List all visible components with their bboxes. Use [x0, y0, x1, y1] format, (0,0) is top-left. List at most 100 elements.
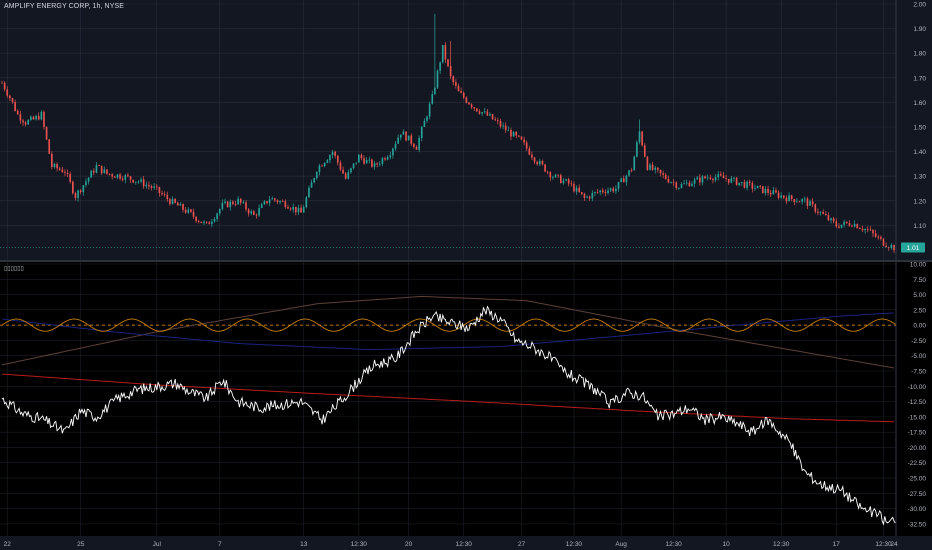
- candle-body: [646, 156, 649, 170]
- candle-body: [845, 221, 848, 224]
- time-axis-label: 12:30: [773, 541, 790, 548]
- candle-body: [137, 181, 140, 183]
- indicator-axis-tick-label: -7.50: [911, 369, 926, 376]
- candle-body: [638, 131, 641, 143]
- candle-body: [386, 157, 389, 160]
- candle-body: [462, 92, 465, 98]
- candle-body: [586, 196, 588, 198]
- candle-body: [735, 177, 738, 186]
- candle-body: [169, 199, 171, 205]
- candle-body: [510, 129, 512, 137]
- candle-body: [874, 233, 877, 237]
- candle-body: [659, 169, 662, 174]
- candle-body: [848, 223, 851, 226]
- symbol-title: AMPLIFY ENERGY CORP, 1h, NYSE: [4, 3, 124, 10]
- candle-body: [730, 178, 733, 183]
- candle-body: [392, 148, 394, 156]
- candle-body: [762, 186, 764, 194]
- candle-body: [775, 190, 777, 193]
- candle-body: [864, 228, 866, 231]
- candle-body: [664, 174, 667, 179]
- candle-body: [232, 201, 234, 205]
- candle-body: [229, 201, 232, 208]
- time-axis-label: 20: [405, 541, 413, 548]
- last-price-label: 1.01: [907, 245, 920, 252]
- candle-body: [129, 176, 132, 180]
- candle-body: [633, 156, 636, 171]
- price-axis-tick-label: 2.00: [913, 2, 926, 9]
- candle-body: [531, 154, 533, 158]
- candle-body: [119, 174, 121, 179]
- candle-body: [405, 131, 407, 141]
- candle-body: [767, 188, 769, 193]
- candle-body: [536, 161, 539, 165]
- candle-body: [321, 165, 323, 167]
- candle-body: [751, 183, 754, 189]
- candle-body: [851, 225, 853, 227]
- candle-body: [594, 192, 596, 194]
- candle-body: [843, 221, 845, 225]
- candle-body: [239, 198, 242, 203]
- time-axis-label: 22: [4, 541, 12, 548]
- candle-body: [208, 222, 211, 225]
- time-axis-label: Jul: [153, 541, 162, 548]
- candle-body: [310, 182, 313, 188]
- candle-body: [806, 198, 809, 206]
- time-axis-label: 12:30: [665, 541, 682, 548]
- candle-body: [591, 193, 594, 199]
- candle-body: [300, 207, 302, 213]
- candle-body: [66, 172, 69, 174]
- candle-body: [583, 194, 586, 198]
- candle-body: [790, 195, 793, 200]
- candle-body: [6, 89, 9, 96]
- candle-body: [352, 163, 355, 169]
- candle-body: [271, 198, 274, 200]
- candle-body: [670, 182, 672, 184]
- candle-body: [82, 185, 85, 193]
- candle-body: [785, 197, 788, 202]
- candle-body: [56, 163, 58, 169]
- candle-body: [410, 135, 413, 144]
- candle-body: [1, 82, 3, 84]
- candle-body: [866, 228, 869, 230]
- candle-body: [93, 170, 95, 173]
- candle-body: [337, 155, 339, 163]
- candle-body: [489, 114, 491, 116]
- price-axis-tick-label: 1.70: [913, 75, 926, 82]
- candle-body: [127, 175, 129, 177]
- candle-body: [525, 142, 528, 149]
- indicator-axis-tick-label: -25.00: [908, 476, 927, 483]
- candle-body: [402, 131, 405, 135]
- candle-body: [423, 120, 426, 127]
- candle-body: [397, 137, 399, 144]
- indicator-axis-tick-label: -15.00: [908, 414, 927, 421]
- indicator-axis-tick-label: -30.00: [908, 506, 927, 513]
- candle-body: [885, 245, 887, 248]
- candle-body: [494, 119, 497, 121]
- candle-body: [297, 207, 300, 213]
- time-axis-label: 12:30: [351, 541, 368, 548]
- candle-body: [43, 111, 45, 127]
- candle-body: [347, 172, 350, 179]
- time-axis-background: [0, 536, 932, 550]
- candle-body: [245, 202, 247, 210]
- candle-body: [468, 102, 470, 105]
- price-axis-tick-label: 1.90: [913, 26, 926, 33]
- candle-body: [420, 126, 423, 139]
- candle-body: [476, 108, 478, 112]
- candle-body: [415, 147, 418, 150]
- candle-body: [368, 159, 371, 161]
- candle-body: [292, 206, 295, 210]
- candle-body: [764, 188, 767, 194]
- candle-body: [507, 129, 510, 131]
- candle-body: [709, 177, 712, 179]
- candle-body: [877, 236, 880, 238]
- price-axis-tick-label: 1.10: [913, 223, 926, 230]
- candle-body: [305, 197, 308, 208]
- candle-body: [326, 160, 329, 163]
- candle-body: [570, 183, 573, 185]
- candle-body: [184, 209, 187, 213]
- candle-body: [824, 213, 827, 216]
- candle-body: [200, 221, 203, 223]
